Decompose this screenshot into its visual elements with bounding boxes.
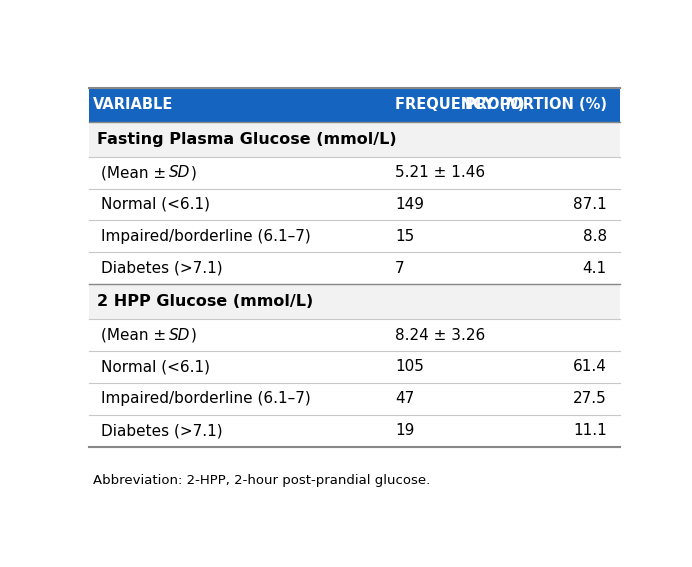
Text: 15: 15 (395, 229, 414, 244)
Bar (89, 122, 620, 156)
Text: 7: 7 (395, 261, 405, 276)
Bar (89, 189, 620, 221)
Text: SD: SD (169, 165, 190, 180)
Text: ): ) (518, 97, 525, 112)
Text: Diabetes (>7.1): Diabetes (>7.1) (101, 423, 223, 438)
Text: Impaired/borderline (6.1–7): Impaired/borderline (6.1–7) (101, 391, 311, 407)
Text: 19: 19 (395, 423, 415, 438)
Text: 2 HPP Glucose (mmol/L): 2 HPP Glucose (mmol/L) (97, 294, 313, 309)
Text: 5.21 ± 1.46: 5.21 ± 1.46 (395, 165, 485, 180)
Bar (89, 88, 620, 122)
Bar (89, 351, 620, 383)
Bar (89, 156, 620, 189)
Bar (89, 319, 620, 351)
Text: 47: 47 (395, 391, 414, 407)
Text: Normal (<6.1): Normal (<6.1) (101, 359, 210, 374)
Text: 105: 105 (395, 359, 424, 374)
Bar (89, 383, 620, 414)
Text: PROPORTION (%): PROPORTION (%) (465, 97, 607, 112)
Text: Impaired/borderline (6.1–7): Impaired/borderline (6.1–7) (101, 229, 311, 244)
Text: 27.5: 27.5 (573, 391, 607, 407)
Text: Normal (<6.1): Normal (<6.1) (101, 197, 210, 212)
Bar (89, 284, 620, 319)
Text: FREQUENCY (: FREQUENCY ( (395, 97, 506, 112)
Text: (Mean ±: (Mean ± (101, 328, 169, 342)
Text: (Mean ±: (Mean ± (101, 165, 169, 180)
Text: ): ) (190, 328, 197, 342)
Text: ): ) (190, 165, 197, 180)
Text: 4.1: 4.1 (583, 261, 607, 276)
Text: 61.4: 61.4 (573, 359, 607, 374)
Text: Abbreviation: 2-HPP, 2-hour post-prandial glucose.: Abbreviation: 2-HPP, 2-hour post-prandia… (93, 474, 430, 487)
Text: 8.24 ± 3.26: 8.24 ± 3.26 (395, 328, 485, 342)
Bar (89, 414, 620, 447)
Text: SD: SD (169, 328, 190, 342)
Text: 149: 149 (395, 197, 424, 212)
Text: N: N (506, 97, 518, 112)
Text: Diabetes (>7.1): Diabetes (>7.1) (101, 261, 223, 276)
Text: 11.1: 11.1 (573, 423, 607, 438)
Bar (89, 221, 620, 252)
Text: 8.8: 8.8 (583, 229, 607, 244)
Text: Fasting Plasma Glucose (mmol/L): Fasting Plasma Glucose (mmol/L) (97, 132, 397, 147)
Bar (89, 252, 620, 284)
Text: VARIABLE: VARIABLE (93, 97, 173, 112)
Text: 87.1: 87.1 (573, 197, 607, 212)
